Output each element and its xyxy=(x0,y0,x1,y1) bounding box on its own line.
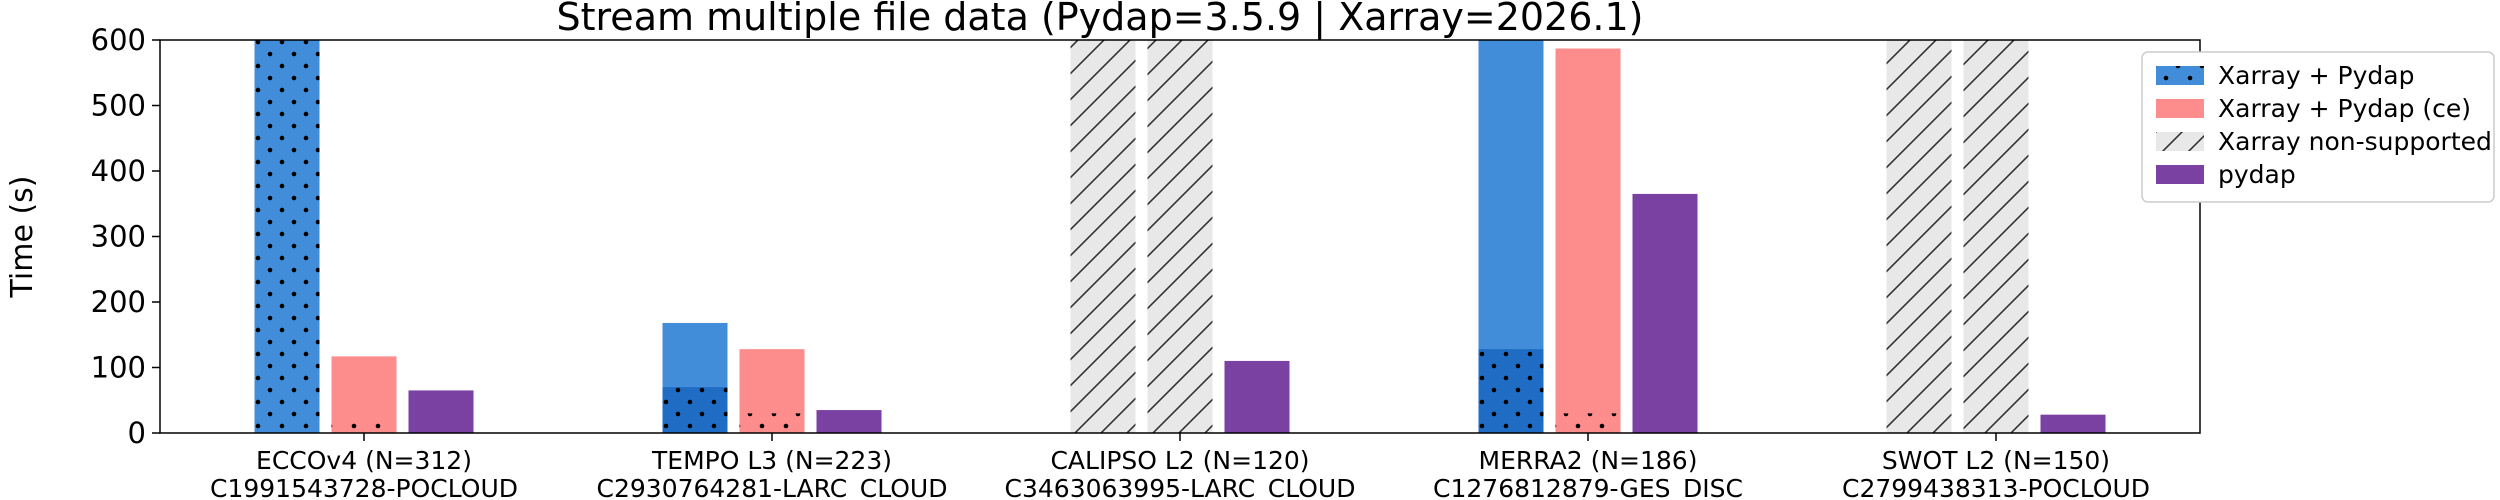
legend-box xyxy=(2141,51,2495,203)
x-tick-label: SWOT L2 (N=150) xyxy=(1882,446,2110,475)
y-tick-label: 400 xyxy=(91,154,146,188)
bar-dots xyxy=(739,413,805,433)
legend-label: pydap xyxy=(2218,160,2296,189)
bar-pydap xyxy=(408,390,474,433)
bar-hatch xyxy=(1147,40,1213,433)
x-tick-label-id: C1276812879-GES_DISC xyxy=(1433,474,1743,500)
y-tick-label: 500 xyxy=(91,89,146,123)
bar-hatch xyxy=(1963,40,2029,433)
y-tick-label: 600 xyxy=(91,23,146,57)
bar-xarray-pydap-ce xyxy=(1555,48,1621,433)
legend-label: Xarray non-supported xyxy=(2218,127,2492,156)
y-tick-label: 100 xyxy=(91,351,146,385)
legend-label: Xarray + Pydap (ce) xyxy=(2218,94,2471,123)
y-tick-label: 0 xyxy=(128,416,146,450)
legend-label: Xarray + Pydap xyxy=(2218,61,2414,90)
y-tick-label: 300 xyxy=(91,220,146,254)
y-tick-label: 200 xyxy=(91,285,146,319)
x-tick-label-id: C3463063995-LARC_CLOUD xyxy=(1005,474,1356,500)
bar-dots xyxy=(662,387,728,433)
bar-pydap xyxy=(2040,414,2106,433)
x-tick-label: MERRA2 (N=186) xyxy=(1479,446,1698,475)
bar-dots xyxy=(1478,349,1544,433)
legend-swatch xyxy=(2156,99,2204,118)
x-tick-label-id: C1991543728-POCLOUD xyxy=(210,474,518,500)
bar-dots xyxy=(1555,413,1621,433)
chart-title: Stream multiple file data (Pydap=3.5.9 |… xyxy=(557,0,1644,40)
bar-dots xyxy=(254,40,320,433)
x-tick-label: CALIPSO L2 (N=120) xyxy=(1050,446,1309,475)
x-tick-label: TEMPO L3 (N=223) xyxy=(651,446,892,475)
legend-swatch-dots xyxy=(2156,66,2204,85)
bar-dots xyxy=(331,416,397,433)
y-axis-label: Time (s) xyxy=(5,176,40,299)
bar-pydap xyxy=(1632,193,1698,433)
legend-swatch-hatch xyxy=(2156,132,2204,151)
x-tick-label: ECCOv4 (N=312) xyxy=(256,446,472,475)
legend-swatch xyxy=(2156,165,2204,184)
bar-hatch xyxy=(1070,40,1136,433)
x-tick-label-id: C2799438313-POCLOUD xyxy=(1842,474,2150,500)
bar-pydap xyxy=(816,410,882,433)
bar-hatch xyxy=(1886,40,1952,433)
x-tick-label-id: C2930764281-LARC_CLOUD xyxy=(597,474,948,500)
bar-pydap xyxy=(1224,360,1290,433)
